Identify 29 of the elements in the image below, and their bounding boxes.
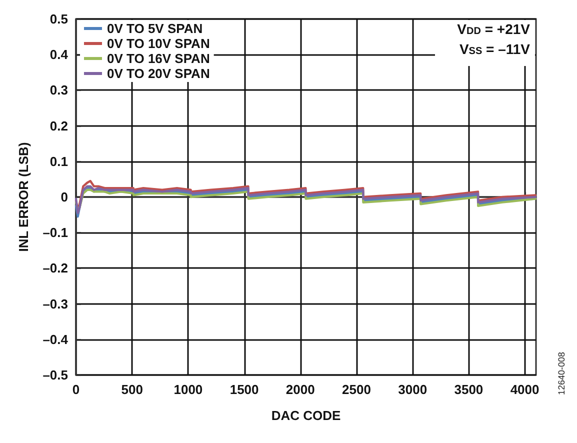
x-tick-label: 1000 <box>174 382 203 397</box>
y-tick-label: 0.3 <box>50 82 68 98</box>
x-axis-title: DAC CODE <box>271 408 341 423</box>
legend-label: 0V TO 10V SPAN <box>107 36 210 51</box>
y-tick-label: 0 <box>60 190 68 204</box>
y-tick-label: –0.2 <box>42 260 68 276</box>
legend-label: 0V TO 16V SPAN <box>107 51 210 66</box>
y-tick-label: 0.4 <box>50 47 69 62</box>
y-axis-title: INL ERROR (LSB) <box>16 142 31 252</box>
x-tick-label: 1500 <box>230 382 259 397</box>
text: 12640-008 <box>556 352 566 395</box>
y-tick-label: 0.2 <box>50 118 68 134</box>
legend-label: 0V TO 5V SPAN <box>107 21 203 36</box>
y-tick-label: –0.3 <box>42 296 68 312</box>
legend-label: 0V TO 20V SPAN <box>107 66 210 81</box>
y-tick-label: 0.1 <box>50 154 68 169</box>
y-tick-label: –0.4 <box>42 332 69 347</box>
annotation: VDD = +21V <box>457 21 531 37</box>
y-tick-label: –0.5 <box>42 368 68 382</box>
x-tick-label: 4000 <box>510 382 540 397</box>
x-tick-label: 3500 <box>454 382 484 397</box>
x-tick-label: 0 <box>72 382 80 397</box>
x-tick-label: 2500 <box>342 382 371 397</box>
annotation: VSS = –11V <box>459 41 531 57</box>
x-tick-label: 500 <box>121 382 143 397</box>
y-tick-label: 0.5 <box>50 12 68 26</box>
x-tick-label: 3000 <box>398 382 428 397</box>
x-tick-label: 2000 <box>286 382 315 397</box>
y-tick-label: –0.1 <box>42 225 68 240</box>
